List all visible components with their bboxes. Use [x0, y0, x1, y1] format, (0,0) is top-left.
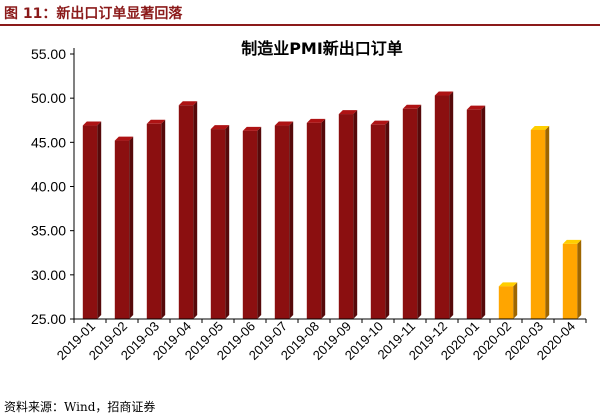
- bars: [82, 91, 582, 320]
- bar-front: [306, 122, 322, 320]
- bar-2019-04: [178, 101, 198, 319]
- bar-2019-10: [370, 120, 390, 320]
- bar-side: [321, 118, 326, 320]
- bar-side: [161, 119, 166, 320]
- bar-2019-06: [242, 126, 262, 319]
- bar-front: [210, 129, 226, 319]
- bar-side: [97, 121, 102, 319]
- bar-top: [562, 239, 582, 244]
- chart: 制造业PMI新出口订单 25.00 30.00 35.00 40.00 45.00 50.…: [31, 39, 587, 363]
- bar-side: [545, 125, 550, 319]
- bar-side: [417, 104, 422, 320]
- bar-top: [274, 121, 294, 126]
- y-tick-label: 25.00: [31, 311, 66, 327]
- bar-2019-05: [210, 125, 230, 319]
- bar-front: [178, 105, 194, 319]
- bar-side: [385, 120, 390, 320]
- bar-side: [513, 282, 518, 319]
- bar-top: [338, 110, 358, 115]
- bar-top: [306, 118, 326, 123]
- bar-top: [210, 125, 230, 130]
- bar-2019-12: [434, 91, 454, 320]
- y-tick-label: 55.00: [31, 46, 66, 62]
- bar-2019-08: [306, 118, 326, 320]
- y-tick-label: 30.00: [31, 267, 66, 283]
- y-tick-label: 40.00: [31, 179, 66, 195]
- y-tick-label: 45.00: [31, 134, 66, 150]
- source-note: 资料来源：Wind，招商证券: [4, 400, 156, 414]
- y-tick-label: 35.00: [31, 223, 66, 239]
- bar-top: [146, 119, 166, 124]
- bar-2019-01: [82, 121, 102, 319]
- bar-top: [402, 104, 422, 109]
- bar-side: [257, 126, 262, 319]
- bar-top: [434, 91, 454, 96]
- y-axis: 25.00 30.00 35.00 40.00 45.00 50.00 55.00: [31, 46, 75, 327]
- bar-side: [129, 136, 134, 319]
- bar-2019-03: [146, 119, 166, 320]
- bar-front: [370, 124, 386, 320]
- bar-top: [466, 105, 486, 110]
- bar-2019-09: [338, 110, 358, 319]
- bar-side: [577, 239, 582, 319]
- bar-side: [353, 110, 358, 319]
- y-tick-label: 50.00: [31, 90, 66, 106]
- figure-label: 图 11：新出口订单显著回落: [4, 6, 183, 22]
- bar-front: [146, 123, 162, 320]
- bar-front: [274, 125, 290, 319]
- chart-title: 制造业PMI新出口订单: [241, 39, 403, 58]
- bar-2019-07: [274, 121, 294, 319]
- bar-top: [498, 282, 518, 287]
- bar-top: [242, 126, 262, 131]
- bar-front: [82, 125, 98, 319]
- bar-front: [466, 109, 482, 320]
- bar-top: [370, 120, 390, 125]
- bar-front: [242, 130, 258, 319]
- bar-front: [562, 243, 578, 319]
- bar-2020-03: [530, 125, 550, 319]
- bar-top: [82, 121, 102, 126]
- bar-2019-02: [114, 136, 134, 319]
- x-axis: 2019-012019-022019-032019-042019-052019-…: [54, 318, 587, 363]
- bar-front: [530, 129, 546, 319]
- bar-top: [530, 125, 550, 130]
- bar-front: [402, 108, 418, 320]
- bar-side: [225, 125, 230, 319]
- bar-side: [481, 105, 486, 320]
- bar-2019-11: [402, 104, 422, 320]
- bar-front: [114, 140, 130, 319]
- bar-2020-04: [562, 239, 582, 319]
- bar-front: [434, 95, 450, 320]
- bar-2020-01: [466, 105, 486, 320]
- bar-side: [449, 91, 454, 320]
- bar-side: [289, 121, 294, 319]
- bar-top: [178, 101, 198, 106]
- bar-front: [338, 114, 354, 319]
- bar-top: [114, 136, 134, 141]
- bar-front: [498, 286, 514, 319]
- bar-2020-02: [498, 282, 518, 319]
- header-rule: [0, 24, 600, 26]
- bar-side: [193, 101, 198, 319]
